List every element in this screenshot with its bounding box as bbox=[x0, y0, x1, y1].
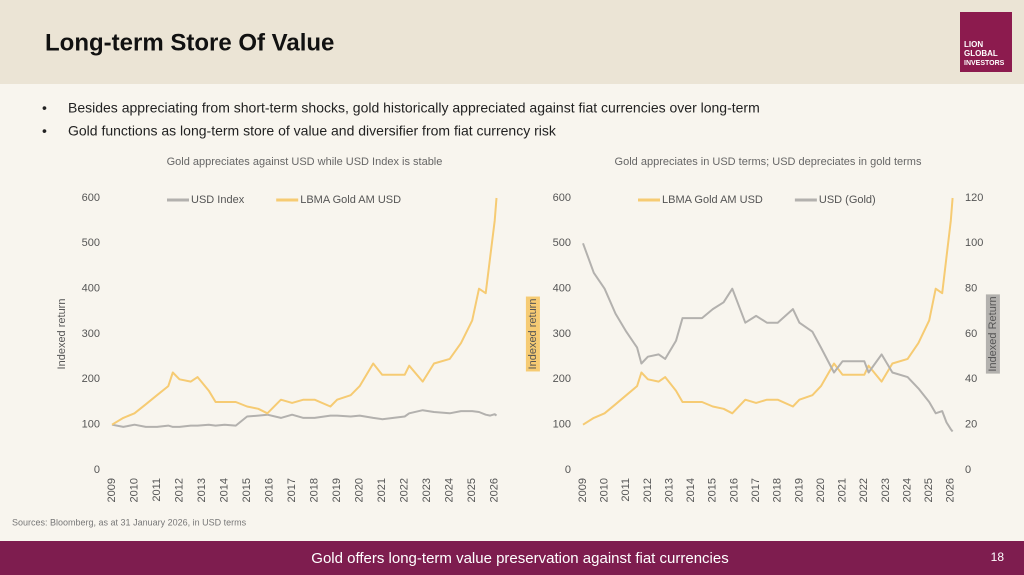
x-tick-label: 2009 bbox=[106, 478, 118, 502]
y-axis-label-group: Indexed return bbox=[56, 299, 68, 370]
y-tick-label: 400 bbox=[82, 283, 100, 295]
x-tick-label: 2015 bbox=[241, 478, 253, 502]
legend-label: USD (Gold) bbox=[819, 194, 876, 206]
sources: Sources: Bloomberg, as at 31 January 202… bbox=[12, 517, 247, 527]
logo bbox=[960, 12, 1012, 72]
slide-title: Long-term Store Of Value bbox=[45, 29, 334, 56]
x-tick-label: 2021 bbox=[376, 478, 388, 502]
x-tick-label: 2013 bbox=[196, 478, 208, 502]
x-tick-label: 2017 bbox=[750, 478, 762, 502]
footer-band bbox=[0, 541, 1024, 575]
y-tick-label: 0 bbox=[565, 464, 571, 476]
y-axis-label-group: Indexed Return bbox=[985, 294, 1000, 374]
legend-label: USD Index bbox=[191, 194, 245, 206]
y-tick-label: 300 bbox=[82, 328, 100, 340]
x-tick-label: 2026 bbox=[489, 478, 501, 502]
x-tick-label: 2023 bbox=[880, 478, 892, 502]
logo-text: LION bbox=[964, 40, 983, 49]
logo-text: GLOBAL bbox=[964, 49, 998, 58]
series-line bbox=[582, 242, 954, 433]
x-tick-label: 2011 bbox=[151, 478, 163, 502]
x-tick-label: 2018 bbox=[772, 478, 784, 502]
y-axis-label-bg bbox=[525, 296, 540, 372]
y2-tick-label: 60 bbox=[965, 328, 977, 340]
legend-label: LBMA Gold AM USD bbox=[300, 194, 401, 206]
chart-title: Gold appreciates in USD terms; USD depre… bbox=[615, 156, 922, 168]
header-band bbox=[0, 0, 1024, 84]
x-tick-label: 2024 bbox=[444, 478, 456, 502]
x-tick-label: 2010 bbox=[128, 478, 140, 502]
page-number: 18 bbox=[991, 550, 1005, 564]
x-tick-label: 2015 bbox=[707, 478, 719, 502]
y-tick-label: 100 bbox=[553, 419, 571, 431]
y-tick-label: 200 bbox=[553, 373, 571, 385]
x-tick-label: 2011 bbox=[620, 478, 632, 502]
x-tick-label: 2020 bbox=[815, 478, 827, 502]
legend-label: LBMA Gold AM USD bbox=[662, 194, 763, 206]
y2-tick-label: 0 bbox=[965, 464, 971, 476]
x-tick-label: 2013 bbox=[663, 478, 675, 502]
bullet: Gold functions as long-term store of val… bbox=[68, 123, 557, 139]
y-tick-label: 500 bbox=[553, 237, 571, 249]
x-tick-label: 2023 bbox=[421, 478, 433, 502]
y-axis-label-bg bbox=[985, 294, 1000, 374]
x-tick-label: 2012 bbox=[642, 478, 654, 502]
x-tick-label: 2018 bbox=[309, 478, 321, 502]
x-tick-label: 2010 bbox=[599, 478, 611, 502]
x-tick-label: 2024 bbox=[901, 478, 913, 502]
y-axis-label: Indexed return bbox=[527, 299, 539, 370]
footer-text: Gold offers long-term value preservation… bbox=[311, 550, 728, 567]
y-tick-label: 600 bbox=[553, 192, 571, 204]
y2-tick-label: 100 bbox=[965, 237, 983, 249]
x-tick-label: 2022 bbox=[858, 478, 870, 502]
bullet-dot: • bbox=[42, 123, 47, 139]
series-line bbox=[111, 409, 498, 428]
y-axis-label: Indexed Return bbox=[987, 296, 999, 371]
x-tick-label: 2009 bbox=[577, 478, 589, 502]
x-tick-label: 2014 bbox=[218, 478, 230, 502]
series-line bbox=[582, 197, 954, 426]
bullet-dot: • bbox=[42, 100, 47, 116]
x-tick-label: 2020 bbox=[354, 478, 366, 502]
x-tick-label: 2019 bbox=[793, 478, 805, 502]
x-tick-label: 2017 bbox=[286, 478, 298, 502]
y2-tick-label: 20 bbox=[965, 419, 977, 431]
x-tick-label: 2025 bbox=[923, 478, 935, 502]
y-tick-label: 400 bbox=[553, 283, 571, 295]
y-axis-label-group: Indexed return bbox=[525, 296, 540, 372]
y-axis-label: Indexed return bbox=[56, 299, 68, 370]
y2-tick-label: 40 bbox=[965, 373, 977, 385]
x-tick-label: 2022 bbox=[399, 478, 411, 502]
logo-text: INVESTORS bbox=[964, 60, 1005, 67]
y-tick-label: 500 bbox=[82, 237, 100, 249]
y2-tick-label: 80 bbox=[965, 283, 977, 295]
bullet: Besides appreciating from short-term sho… bbox=[68, 100, 760, 116]
x-tick-label: 2025 bbox=[466, 478, 478, 502]
y-tick-label: 300 bbox=[553, 328, 571, 340]
x-tick-label: 2012 bbox=[173, 478, 185, 502]
x-tick-label: 2026 bbox=[945, 478, 957, 502]
y-tick-label: 600 bbox=[82, 192, 100, 204]
x-tick-label: 2021 bbox=[837, 478, 849, 502]
x-tick-label: 2016 bbox=[728, 478, 740, 502]
chart-title: Gold appreciates against USD while USD I… bbox=[167, 156, 443, 168]
y2-tick-label: 120 bbox=[965, 192, 983, 204]
y-tick-label: 100 bbox=[82, 419, 100, 431]
x-tick-label: 2014 bbox=[685, 478, 697, 502]
x-tick-label: 2016 bbox=[264, 478, 276, 502]
x-tick-label: 2019 bbox=[331, 478, 343, 502]
y-tick-label: 200 bbox=[82, 373, 100, 385]
y-tick-label: 0 bbox=[94, 464, 100, 476]
series-line bbox=[111, 197, 498, 426]
